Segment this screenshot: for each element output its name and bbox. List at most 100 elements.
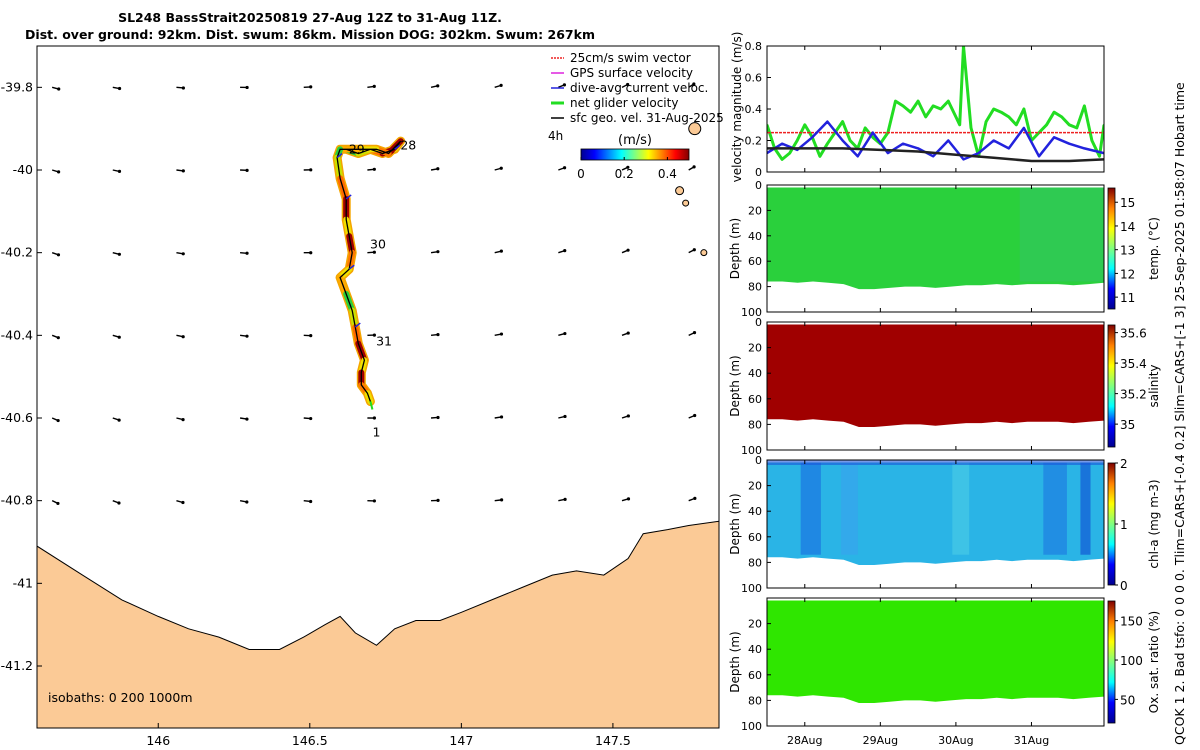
geo-velocity-arrowhead: [562, 83, 567, 87]
velocity-point: [781, 158, 784, 161]
geo-velocity-arrowhead: [692, 331, 697, 335]
velocity-point: [977, 152, 980, 155]
geo-velocity-arrowhead: [181, 335, 185, 339]
geo-velocity-arrowhead: [117, 335, 121, 339]
panel-colorbar-1: [1107, 324, 1116, 448]
geo-velocity-arrowhead: [499, 415, 504, 419]
legend-label-0: 25cm/s swim vector: [570, 51, 691, 65]
depth-tick-label: 100: [741, 444, 762, 457]
geo-velocity-arrowhead: [436, 415, 440, 420]
chart-title-line1: SL248 BassStrait20250819 27-Aug 12Z to 3…: [118, 10, 502, 25]
map-colorbar-tick-label: 0.4: [658, 167, 677, 181]
depth-tick-label: 100: [741, 720, 762, 733]
depth-tick-label: 0: [755, 316, 762, 329]
geo-velocity-arrowhead: [309, 416, 313, 421]
panel-colorbar-0: [1107, 187, 1116, 310]
map-ytick-label: -40.2: [1, 245, 33, 260]
depth-tick-label: 0: [755, 179, 762, 192]
geo-velocity-arrowhead: [245, 500, 249, 504]
land-tasmania: [37, 520, 719, 728]
geo-velocity-arrowhead: [117, 418, 121, 422]
depth-tick-label: 20: [748, 342, 762, 355]
map-xtick-label: 147.5: [595, 733, 631, 748]
geo-velocity-arrowhead: [181, 417, 185, 422]
velocity-point: [788, 152, 791, 155]
colorbar-tick-label: 15: [1120, 196, 1135, 210]
profile-fill-0: [767, 187, 1104, 290]
island-0: [688, 122, 702, 136]
geo-velocity-arrowhead: [500, 498, 504, 502]
geo-velocity-arrowhead: [309, 334, 313, 338]
map-layer: [37, 82, 719, 728]
geo-velocity-arrowhead: [436, 332, 440, 337]
chl-band: [1043, 462, 1067, 555]
geo-velocity-arrowhead: [436, 498, 440, 502]
geo-velocity-arrowhead: [436, 167, 440, 171]
geo-velocity-arrowhead: [56, 501, 60, 506]
velocity-ytick-label: 0.2: [745, 135, 763, 148]
colorbar-tick-label: 11: [1120, 291, 1135, 305]
velocity-point: [826, 142, 829, 145]
velocity-point: [932, 104, 935, 107]
depth-tick-label: 20: [748, 480, 762, 493]
velocity-point: [886, 152, 889, 155]
chl-band: [952, 462, 970, 555]
velocity-point: [1098, 155, 1101, 158]
geo-velocity-arrowhead: [692, 165, 696, 169]
velocity-point: [1068, 142, 1071, 145]
profile-frame-1: [766, 321, 1105, 451]
geo-velocity-arrowhead: [56, 253, 61, 257]
colorbar-tick-label: 0: [1120, 579, 1128, 593]
velocity-point: [917, 150, 920, 153]
velocity-ytick-label: 0.4: [745, 103, 763, 116]
velocity-point: [917, 147, 920, 150]
geo-velocity-arrowhead: [309, 499, 313, 504]
geo-velocity-arrowhead: [626, 414, 630, 418]
velocity-point: [947, 139, 950, 142]
time-tick-label: 29Aug: [863, 734, 898, 747]
velocity-point: [803, 147, 806, 150]
velocity-point: [1075, 126, 1078, 129]
geo-velocity-arrowhead: [626, 497, 631, 501]
legend-label-2: dive-avg current veloc.: [570, 81, 708, 95]
geo-velocity-arrowhead: [309, 85, 313, 89]
map-ytick-label: -40.6: [1, 410, 33, 425]
depth-tick-label: 60: [748, 669, 762, 682]
colorbar-label: temp. (°C): [1147, 217, 1161, 280]
velocity-point: [1068, 123, 1071, 126]
isobaths-label: isobaths: 0 200 1000m: [48, 690, 193, 705]
depth-tick-label: 40: [748, 230, 762, 243]
map-colorbar: [580, 148, 690, 161]
map-xtick-label: 146.5: [292, 733, 328, 748]
geo-velocity-arrowhead: [693, 413, 697, 418]
geo-velocity-arrowhead: [563, 414, 567, 419]
velocity-point: [1007, 147, 1010, 150]
velocity-series-3: [767, 147, 1104, 163]
velocity-point: [1045, 123, 1048, 126]
colorbar-tick-label: 35: [1120, 418, 1135, 432]
geo-velocity-arrowhead: [436, 250, 440, 254]
geo-velocity-arrowhead: [181, 500, 185, 505]
depth-tick-label: 20: [748, 618, 762, 631]
geo-velocity-arrowhead: [181, 252, 185, 256]
profile-frame-3: [766, 597, 1105, 727]
map-ytick-label: -39.8: [1, 79, 33, 94]
chl-band: [800, 462, 821, 555]
map-colorbar-tick-label: 0: [577, 167, 585, 181]
velocity-point: [803, 123, 806, 126]
map-ytick-label: -41.2: [1, 658, 33, 673]
velocity-point: [954, 115, 957, 118]
colorbar-tick-label: 12: [1120, 267, 1135, 281]
depth-tick-label: 60: [748, 255, 762, 268]
profile-fill-3: [767, 600, 1104, 703]
velocity-series-0: [767, 46, 1104, 161]
geo-velocity-arrowhead: [245, 417, 249, 421]
map-xtick-label: 146: [146, 733, 170, 748]
velocity-point: [1053, 136, 1056, 139]
geo-velocity-arrowhead: [692, 82, 696, 86]
velocity-point: [1030, 159, 1033, 162]
geo-velocity-arrowhead: [57, 87, 61, 91]
velocity-point: [924, 115, 927, 118]
geo-velocity-arrowhead: [117, 169, 122, 174]
geo-velocity-arrowhead: [56, 336, 60, 340]
